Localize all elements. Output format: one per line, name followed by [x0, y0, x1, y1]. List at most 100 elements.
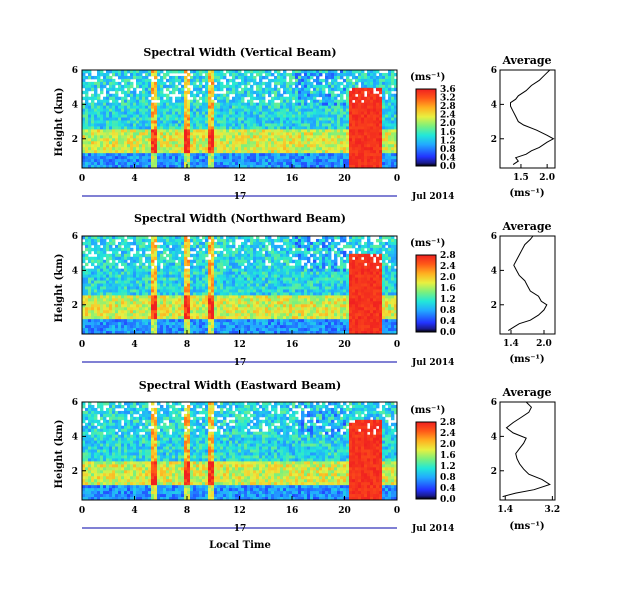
heatmap-cell [88, 313, 92, 317]
heatmap-cell [253, 70, 257, 74]
heatmap-cell [304, 144, 308, 148]
heatmap-cell [127, 307, 131, 311]
heatmap-cell [250, 117, 254, 121]
heatmap-cell [316, 120, 320, 124]
heatmap-cell [220, 120, 224, 124]
heatmap-cell [145, 159, 149, 163]
heatmap-cell [85, 162, 89, 166]
heatmap-cell [310, 84, 314, 89]
heatmap-cell [220, 328, 224, 332]
heatmap-cell [94, 268, 98, 273]
heatmap-cell [211, 156, 215, 160]
heatmap-cell [232, 265, 236, 270]
heatmap-cell [268, 135, 272, 139]
heatmap-cell [220, 159, 224, 163]
heatmap-cell [301, 165, 305, 169]
heatmap-cell [142, 102, 146, 107]
heatmap-cell [202, 162, 206, 166]
heatmap-cell [103, 319, 107, 323]
heatmap-cell [283, 129, 287, 133]
heatmap-cell [178, 322, 182, 326]
heatmap-cell [187, 162, 191, 166]
heatmap-cell [268, 81, 272, 86]
heatmap-cell [220, 102, 224, 107]
heatmap-cell [262, 132, 266, 136]
heatmap-cell [148, 165, 152, 169]
heatmap-cell [382, 72, 386, 77]
heatmap-cell [223, 75, 227, 80]
heatmap-cell [295, 150, 299, 154]
heatmap-cell [172, 304, 176, 308]
heatmap-cell [97, 156, 101, 160]
heatmap-cell [151, 114, 155, 118]
heatmap-cell [151, 292, 155, 296]
heatmap-cell [340, 108, 344, 112]
heatmap-cell [82, 253, 86, 258]
heatmap-cell [139, 132, 143, 136]
heatmap-cell [112, 150, 116, 154]
heatmap-cell [175, 292, 179, 296]
heatmap-cell [376, 93, 380, 98]
heatmap-cell [277, 96, 281, 101]
heatmap-cell [352, 144, 356, 148]
heatmap-cell [388, 117, 392, 121]
heatmap-cell [232, 328, 236, 332]
heatmap-cell [205, 123, 209, 127]
heatmap-cell [85, 90, 89, 95]
heatmap-cell [238, 114, 242, 118]
heatmap-cell [214, 277, 218, 281]
heatmap-cell [256, 153, 260, 157]
heatmap-cell [238, 304, 242, 308]
heatmap-cell [175, 162, 179, 166]
heatmap-cell [187, 159, 191, 163]
heatmap-cell [91, 274, 95, 278]
heatmap-cell [331, 141, 335, 145]
profile-line [510, 69, 555, 166]
heatmap-cell [121, 90, 125, 95]
heatmap-cell [382, 126, 386, 130]
heatmap-cell [205, 262, 209, 267]
heatmap-cell [346, 111, 350, 115]
heatmap-cell [382, 78, 386, 83]
heatmap-cell [394, 132, 398, 136]
heatmap-cell [163, 301, 167, 305]
heatmap-cell [316, 141, 320, 145]
heatmap-cell [250, 147, 254, 151]
heatmap-cell [184, 90, 188, 95]
heatmap-cell [157, 244, 161, 249]
heatmap-cell [379, 153, 383, 157]
heatmap-cell [295, 135, 299, 139]
heatmap-cell [112, 147, 116, 151]
profile-x-tick-label: 1.5 [513, 173, 529, 183]
heatmap-cell [175, 156, 179, 160]
heatmap-cell [187, 132, 191, 136]
heatmap-cell [184, 162, 188, 166]
heatmap-cell [232, 259, 236, 264]
heatmap-cell [223, 262, 227, 267]
heatmap-cell [304, 126, 308, 130]
heatmap-cell [316, 144, 320, 148]
heatmap-cell [166, 150, 170, 154]
heatmap-cell [106, 108, 110, 112]
heatmap-cell [208, 162, 212, 166]
heatmap-cell [370, 102, 374, 107]
heatmap-cell [199, 72, 203, 77]
heatmap-cell [394, 117, 398, 121]
heatmap-cell [175, 84, 179, 89]
heatmap-cell [160, 307, 164, 311]
heatmap-cell [82, 111, 86, 115]
heatmap-cell [112, 156, 116, 160]
heatmap-cell [196, 70, 200, 74]
heatmap-cell [241, 331, 245, 335]
heatmap-cell [106, 295, 110, 299]
heatmap-cell [328, 90, 332, 95]
heatmap-cell [169, 144, 173, 148]
heatmap-cell [184, 298, 188, 302]
heatmap-cell [358, 114, 362, 118]
heatmap-cell [220, 283, 224, 287]
heatmap-cell [154, 271, 158, 276]
heatmap-cell [322, 120, 326, 124]
heatmap-cell [382, 159, 386, 163]
heatmap-cell [301, 159, 305, 163]
heatmap-cell [328, 96, 332, 101]
